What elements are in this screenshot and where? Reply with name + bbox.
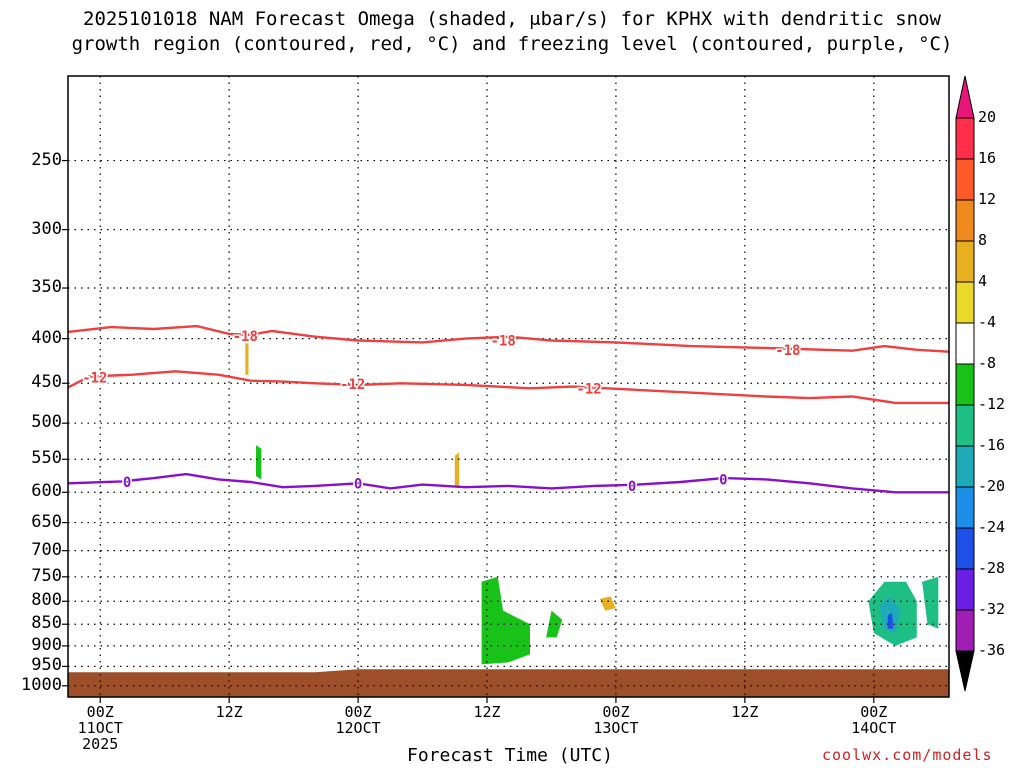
colorbar-top-arrow	[955, 75, 975, 119]
plot-frame	[67, 75, 950, 698]
colorbar-swatch-5	[955, 322, 975, 365]
colorbar-swatch-8	[955, 445, 975, 488]
y-tick-label-950: 950	[31, 655, 62, 676]
colorbar-label-2: 12	[978, 190, 997, 208]
omega-region-1	[100, 516, 149, 651]
omega-region-20	[245, 343, 249, 375]
y-tick-label-700: 700	[31, 539, 62, 560]
omega-region-13	[594, 492, 627, 592]
colorbar-label-3: 8	[978, 231, 988, 249]
colorbar-label-5: -4	[978, 313, 997, 331]
omega-region-7	[229, 581, 256, 629]
terrain-fill	[68, 669, 949, 697]
dgz-contour-0	[67, 324, 950, 353]
colorbar-label-4: 4	[978, 272, 988, 290]
y-tick-label-400: 400	[31, 327, 62, 348]
y-tick-label-900: 900	[31, 634, 62, 655]
y-tick-label-800: 800	[31, 590, 62, 611]
colorbar-swatch-1	[955, 158, 975, 201]
omega-region-18	[887, 612, 894, 629]
contour-label-0-0: -18	[233, 329, 258, 345]
contour-label-0-1: -18	[490, 334, 515, 350]
contour-label-2-2: 0	[628, 479, 636, 495]
omega-region-5	[218, 319, 305, 551]
y-tick-label-550: 550	[31, 448, 62, 469]
omega-region-11	[546, 610, 563, 638]
omega-region-8	[411, 522, 455, 611]
colorbar-swatch-4	[955, 281, 975, 324]
omega-region-2	[159, 647, 176, 655]
colorbar-swatch-10	[955, 527, 975, 570]
colorbar-swatch-6	[955, 363, 975, 406]
colorbar-swatch-2	[955, 199, 975, 242]
x-axis-title: Forecast Time (UTC)	[407, 745, 613, 766]
omega-region-6	[256, 445, 262, 480]
y-tick-label-250: 250	[31, 149, 62, 170]
omega-region-3	[175, 504, 192, 546]
y-tick-label-500: 500	[31, 412, 62, 433]
colorbar-swatch-11	[955, 568, 975, 611]
colorbar-label-13: -36	[978, 641, 1006, 659]
freezing-contour-2	[67, 472, 949, 494]
x-tick-label-0: 00Z 11OCT 2025	[77, 703, 123, 753]
omega-region-19	[922, 576, 939, 629]
omega-region-0	[68, 479, 74, 582]
x-tick-label-24: 00Z 12OCT	[335, 703, 381, 737]
omega-region-10	[481, 576, 530, 665]
dgz-contour-1	[67, 370, 949, 405]
contour-label-1-2: -12	[576, 381, 601, 397]
colorbar-label-0: 20	[978, 108, 997, 126]
omega-region-21	[454, 452, 460, 486]
contour-label-2-0: 0	[123, 475, 131, 491]
colorbar-label-7: -12	[978, 395, 1006, 413]
y-tick-label-600: 600	[31, 481, 62, 502]
contour-label-1-1: -12	[340, 377, 365, 393]
colorbar-label-6: -8	[978, 354, 997, 372]
colorbar-label-8: -16	[978, 436, 1006, 454]
source-credit: coolwx.com/models	[822, 746, 993, 764]
colorbar-label-11: -28	[978, 559, 1006, 577]
colorbar-swatch-0	[955, 117, 975, 160]
chart-title-line-2: growth region (contoured, red, °C) and f…	[71, 33, 953, 55]
y-tick-label-650: 650	[31, 511, 62, 532]
contour-label-2-3: 0	[719, 472, 727, 488]
y-tick-label-750: 750	[31, 565, 62, 586]
y-tick-label-450: 450	[31, 372, 62, 393]
y-tick-label-850: 850	[31, 613, 62, 634]
colorbar-label-1: 16	[978, 149, 997, 167]
y-tick-label-1000: 1000	[21, 674, 62, 695]
x-tick-label-72: 00Z 14OCT	[851, 703, 897, 737]
omega-region-14	[664, 489, 675, 523]
colorbar-bottom-arrow	[955, 650, 975, 692]
colorbar-swatch-3	[955, 240, 975, 283]
x-tick-label-60: 12Z	[731, 703, 759, 721]
colorbar-label-10: -24	[978, 518, 1006, 536]
omega-region-22	[599, 596, 616, 611]
chart-title-line-1: 2025101018 NAM Forecast Omega (shaded, μ…	[83, 8, 941, 30]
omega-region-4	[202, 361, 213, 546]
colorbar-label-9: -20	[978, 477, 1006, 495]
contour-label-2-1: 0	[354, 476, 362, 492]
x-tick-label-48: 00Z 13OCT	[593, 703, 639, 737]
colorbar-swatch-9	[955, 486, 975, 529]
x-tick-label-36: 12Z	[473, 703, 501, 721]
colorbar-label-12: -32	[978, 600, 1006, 618]
colorbar-swatch-7	[955, 404, 975, 447]
colorbar-swatch-12	[955, 609, 975, 652]
omega-region-12	[573, 407, 584, 529]
contour-label-1-0: -12	[82, 370, 107, 386]
y-tick-label-350: 350	[31, 277, 62, 298]
y-tick-label-300: 300	[31, 218, 62, 239]
x-tick-label-12: 12Z	[215, 703, 243, 721]
contour-label-0-2: -18	[775, 343, 800, 359]
